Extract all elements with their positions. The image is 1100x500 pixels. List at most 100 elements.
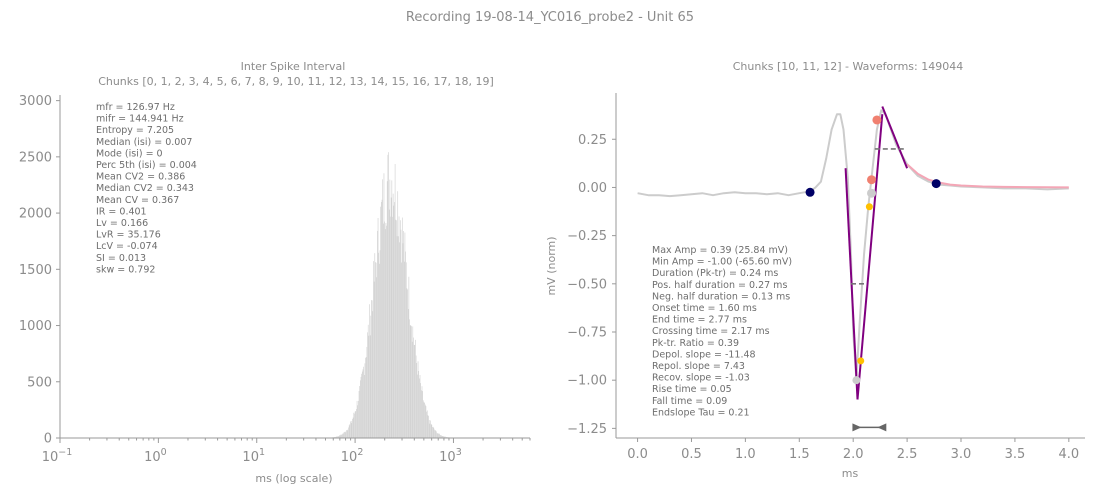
isi-bar (392, 193, 394, 438)
isi-bar (408, 276, 410, 438)
waveform-stat-line: Min Amp = -1.00 (-65.60 mV) (652, 257, 792, 268)
waveform-x-tick-label: 3.0 (951, 447, 972, 462)
isi-bar (335, 436, 336, 438)
isi-bar (440, 435, 441, 438)
isi-bar (407, 309, 409, 438)
isi-bar (390, 216, 391, 438)
isi-bar (370, 315, 372, 438)
isi-bar (383, 173, 385, 439)
isi-bar (352, 418, 353, 438)
isi-bar (441, 435, 442, 438)
isi-bar (340, 434, 341, 438)
isi-bar (422, 400, 424, 438)
isi-bar (403, 261, 405, 438)
isi-bar (363, 366, 364, 438)
isi-bar (401, 262, 402, 438)
isi-bar (416, 363, 418, 438)
isi-bar (419, 378, 420, 438)
isi-bar (426, 410, 428, 438)
isi-bars (330, 152, 452, 439)
waveform-title: Chunks [10, 11, 12] - Waveforms: 149044 (733, 60, 963, 73)
isi-bar (348, 425, 350, 438)
isi-bar (445, 436, 446, 438)
isi-stat-line: Lv = 0.166 (96, 218, 148, 229)
waveform-stat-line: Depol. slope = -11.48 (652, 349, 756, 360)
waveform-x-tick-label: 2.0 (843, 447, 864, 462)
isi-bar (415, 339, 416, 438)
isi-y-tick-label: 2500 (19, 150, 52, 165)
isi-bar (386, 181, 388, 438)
isi-bar (373, 261, 374, 438)
isi-bar (419, 375, 421, 438)
isi-bar (393, 205, 395, 438)
waveform-stat-line: End time = 2.77 ms (652, 315, 747, 326)
isi-bar (410, 325, 412, 438)
isi-bar (432, 426, 434, 438)
waveform-x-tick-label: 3.5 (1005, 447, 1026, 462)
waveform-y-tick-label: −1.00 (567, 374, 607, 389)
waveform-y-axis-label: mV (norm) (545, 236, 558, 295)
isi-bar (434, 430, 436, 438)
duration-bar-right-caret (877, 423, 887, 432)
isi-bar (420, 383, 421, 438)
isi-bar (346, 430, 348, 438)
waveform-stat-line: Max Amp = 0.39 (25.84 mV) (652, 245, 788, 256)
isi-bar (431, 424, 433, 438)
isi-bar (397, 191, 399, 438)
isi-bar (362, 369, 364, 438)
waveform-stat-line: Endslope Tau = 0.21 (652, 407, 750, 418)
isi-bar (340, 434, 342, 438)
isi-bar (400, 229, 402, 438)
isi-bar (345, 431, 347, 438)
waveform-x-tick-label: 0.5 (681, 447, 702, 462)
isi-bar (378, 252, 380, 438)
isi-bar (442, 436, 444, 438)
isi-stat-line: Entropy = 7.205 (96, 125, 174, 136)
isi-bar (379, 250, 381, 438)
isi-bar (339, 435, 340, 438)
isi-bar (414, 345, 416, 438)
isi-bar (358, 400, 359, 438)
isi-bar (396, 236, 398, 438)
isi-x-axis-label: ms (log scale) (255, 472, 332, 485)
isi-bar (358, 391, 360, 438)
isi-bar (406, 288, 408, 438)
isi-histogram-panel: Inter Spike Interval Chunks [0, 1, 2, 3,… (19, 60, 531, 485)
isi-bar (357, 405, 359, 438)
isi-stat-line: Median CV2 = 0.343 (96, 183, 194, 194)
isi-bar (377, 230, 378, 438)
isi-stat-line: skw = 0.792 (96, 264, 155, 275)
waveform-y-tick-label: −0.25 (567, 229, 607, 244)
isi-bar (375, 262, 376, 438)
duration-bar-left-caret (852, 423, 862, 432)
isi-bar (418, 371, 420, 438)
waveform-stat-line: Neg. half duration = 0.13 ms (652, 291, 790, 302)
waveform-stats-text: Max Amp = 0.39 (25.84 mV)Min Amp = -1.00… (652, 245, 792, 418)
isi-bar (346, 430, 347, 438)
waveform-y-tick-label: 0.25 (578, 133, 607, 148)
waveform-stat-line: Fall time = 0.09 (652, 396, 727, 407)
waveform-marker-trough (852, 376, 861, 385)
isi-bar (350, 421, 351, 438)
isi-axes: 0 500 1000 1500 2000 2500 3000 10−1 100 101 102 103 (19, 94, 531, 465)
isi-stat-line: IR = 0.401 (96, 206, 147, 217)
isi-bar (349, 424, 351, 438)
isi-bar (354, 411, 356, 438)
isi-bar (403, 230, 404, 438)
isi-bar (384, 221, 385, 438)
waveform-stat-line: Recov. slope = -1.03 (652, 373, 750, 384)
waveform-marker-rise-point (865, 203, 873, 211)
isi-bar (363, 375, 365, 438)
isi-bar (342, 433, 344, 438)
isi-bar (371, 300, 372, 438)
isi-bar (382, 223, 384, 438)
isi-bar (400, 220, 401, 438)
isi-bar (343, 432, 345, 438)
waveform-marker-onset (805, 187, 815, 197)
isi-bar (429, 423, 431, 438)
isi-bar (356, 408, 357, 438)
waveform-stat-line: Pk-tr. Ratio = 0.39 (652, 338, 739, 349)
isi-bar (413, 337, 414, 438)
isi-bar (379, 263, 380, 438)
